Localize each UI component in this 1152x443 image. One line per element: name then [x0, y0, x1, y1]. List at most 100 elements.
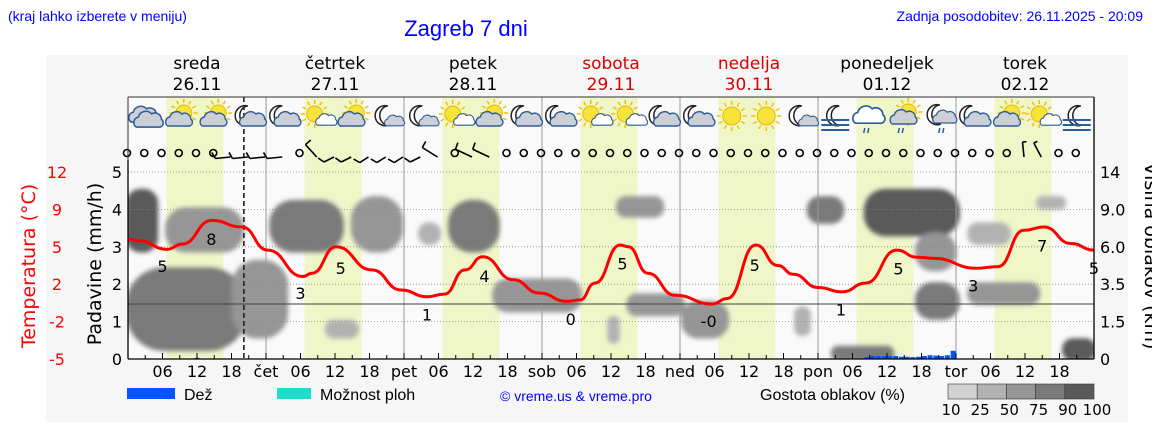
wind-calm-icon: [1002, 148, 1012, 158]
wind-barb-icon: [370, 156, 387, 164]
time-tick-label: 18: [635, 362, 655, 381]
daylight-band: [580, 97, 638, 359]
wind-barb-icon: [1021, 140, 1027, 158]
wind-barb-tick: [387, 158, 395, 164]
precip-tick-label: 3: [112, 238, 122, 257]
page-title: Zagreb 7 dni: [404, 16, 528, 41]
day-name: ponedeljek: [840, 54, 934, 74]
time-tick-label: 12: [325, 362, 345, 381]
wind-calm-icon: [967, 148, 977, 158]
sun-ray: [348, 100, 352, 105]
wind-barb-icon: [228, 152, 248, 160]
precip-bar: [944, 355, 950, 359]
day-date: 29.11: [587, 75, 636, 95]
temperature-line: [127, 218, 1095, 306]
sun-ray: [360, 100, 364, 105]
time-tick-label: 18: [221, 362, 241, 381]
wind-calm-icon: [709, 148, 718, 158]
time-tick-label: 18: [1049, 362, 1069, 381]
partly-cloudy-night-icon: [234, 104, 268, 127]
legend-showers-swatch: [277, 388, 311, 399]
density-swatch: [1006, 383, 1036, 400]
sun-ray: [758, 125, 762, 130]
density-tick-label: 100: [1083, 401, 1112, 419]
sun-ray: [319, 101, 323, 106]
density-tick-label: 50: [1000, 401, 1019, 419]
cloud-icon: [238, 111, 268, 127]
sun-ray: [302, 118, 307, 122]
wind-barb-icon: [304, 139, 318, 158]
wind-barb-staff: [455, 148, 473, 158]
partly-cloudy-night-icon: [268, 104, 302, 127]
legend-rain-label: Dež: [184, 387, 212, 404]
precip-bar: [916, 356, 922, 359]
mostly-sunny-icon: [438, 100, 476, 128]
cloud-blob: [1036, 196, 1067, 210]
sun-ray: [440, 106, 445, 110]
time-tick-label: 12: [601, 362, 621, 381]
temperature-label: 7: [1037, 236, 1047, 255]
wind-barb-staff: [249, 156, 266, 160]
wind-calm-icon: [898, 148, 908, 158]
precip-bar: [898, 356, 904, 359]
partly-cloudy-night-icon: [682, 104, 716, 127]
wind-barb-icon: [403, 156, 421, 163]
wind-calm-icon: [916, 148, 925, 158]
axes: 06 12 18 čet 06 12 18 pet 06 12 18 sob 06 12 18 ned 06 12…: [18, 96, 1152, 381]
mostly-sunny-icon: [1025, 100, 1063, 128]
temp-tick-label: -5: [49, 350, 65, 369]
sun-ray: [1026, 118, 1031, 122]
time-tick-label: 06: [152, 362, 172, 381]
time-tick-label: 18: [359, 362, 379, 381]
credit-link[interactable]: © vreme.us & vreme.pro: [500, 388, 652, 404]
sun-ray: [1020, 105, 1025, 109]
weather-icons-row: [128, 98, 1091, 134]
sun-ray: [583, 101, 587, 106]
sun-ray: [633, 106, 638, 110]
time-tick-label: 06: [428, 362, 448, 381]
cloud-icon: [453, 113, 476, 126]
sun-ray: [916, 104, 921, 108]
time-tick-label: 06: [704, 362, 724, 381]
sun-ray: [740, 107, 746, 112]
wind-barb-icon: [454, 142, 473, 158]
cloud-height-tick-label: 9.0: [1100, 200, 1125, 219]
legend-showers-label: Možnost ploh: [320, 387, 415, 404]
wind-calm-icon: [191, 148, 201, 158]
sun-ray: [723, 102, 727, 107]
time-tick-label: 06: [980, 362, 1000, 381]
sunny-icon: [716, 101, 747, 131]
cloud-height-tick-label: 14: [1100, 163, 1120, 182]
wind-barb-staff: [266, 156, 283, 160]
sun-ray: [1016, 100, 1020, 105]
sun-disc: [722, 106, 742, 126]
temperature-label: 5: [336, 259, 346, 278]
density-tick-label: 25: [971, 401, 990, 419]
time-tick-label: tor: [945, 362, 968, 381]
sun-ray: [1020, 117, 1025, 121]
sun-ray: [895, 104, 900, 108]
wind-calm-icon: [157, 148, 166, 158]
cloud-axis-title: Višina oblakov (km): [1140, 163, 1152, 350]
cloud-blob: [615, 196, 665, 218]
sun-ray: [612, 106, 617, 110]
time-tick-label: 12: [463, 362, 483, 381]
partly-cloudy-day-icon: [164, 99, 198, 127]
temp-tick-label: 2: [52, 275, 62, 294]
cloudy-drizzle-night-icon: [926, 103, 958, 134]
cloud-icon: [199, 111, 228, 127]
wind-barb-tick: [454, 142, 459, 150]
wind-barb-icon: [334, 156, 352, 163]
day-date: 26.11: [173, 75, 222, 95]
wind-barb-tick: [421, 141, 427, 148]
cloud-icon: [384, 114, 406, 127]
sun-ray: [457, 101, 461, 106]
wind-calm-icon: [519, 148, 529, 158]
mostly-clear-night-icon: [374, 104, 406, 127]
cloud-icon: [889, 109, 918, 125]
temp-axis-title: Temperatura (°C): [18, 184, 40, 349]
location-hint[interactable]: (kraj lahko izberete v meniju): [8, 8, 187, 24]
sun-ray: [617, 101, 621, 106]
sun-ray: [171, 105, 176, 109]
temp-tick-label: 12: [47, 163, 67, 182]
